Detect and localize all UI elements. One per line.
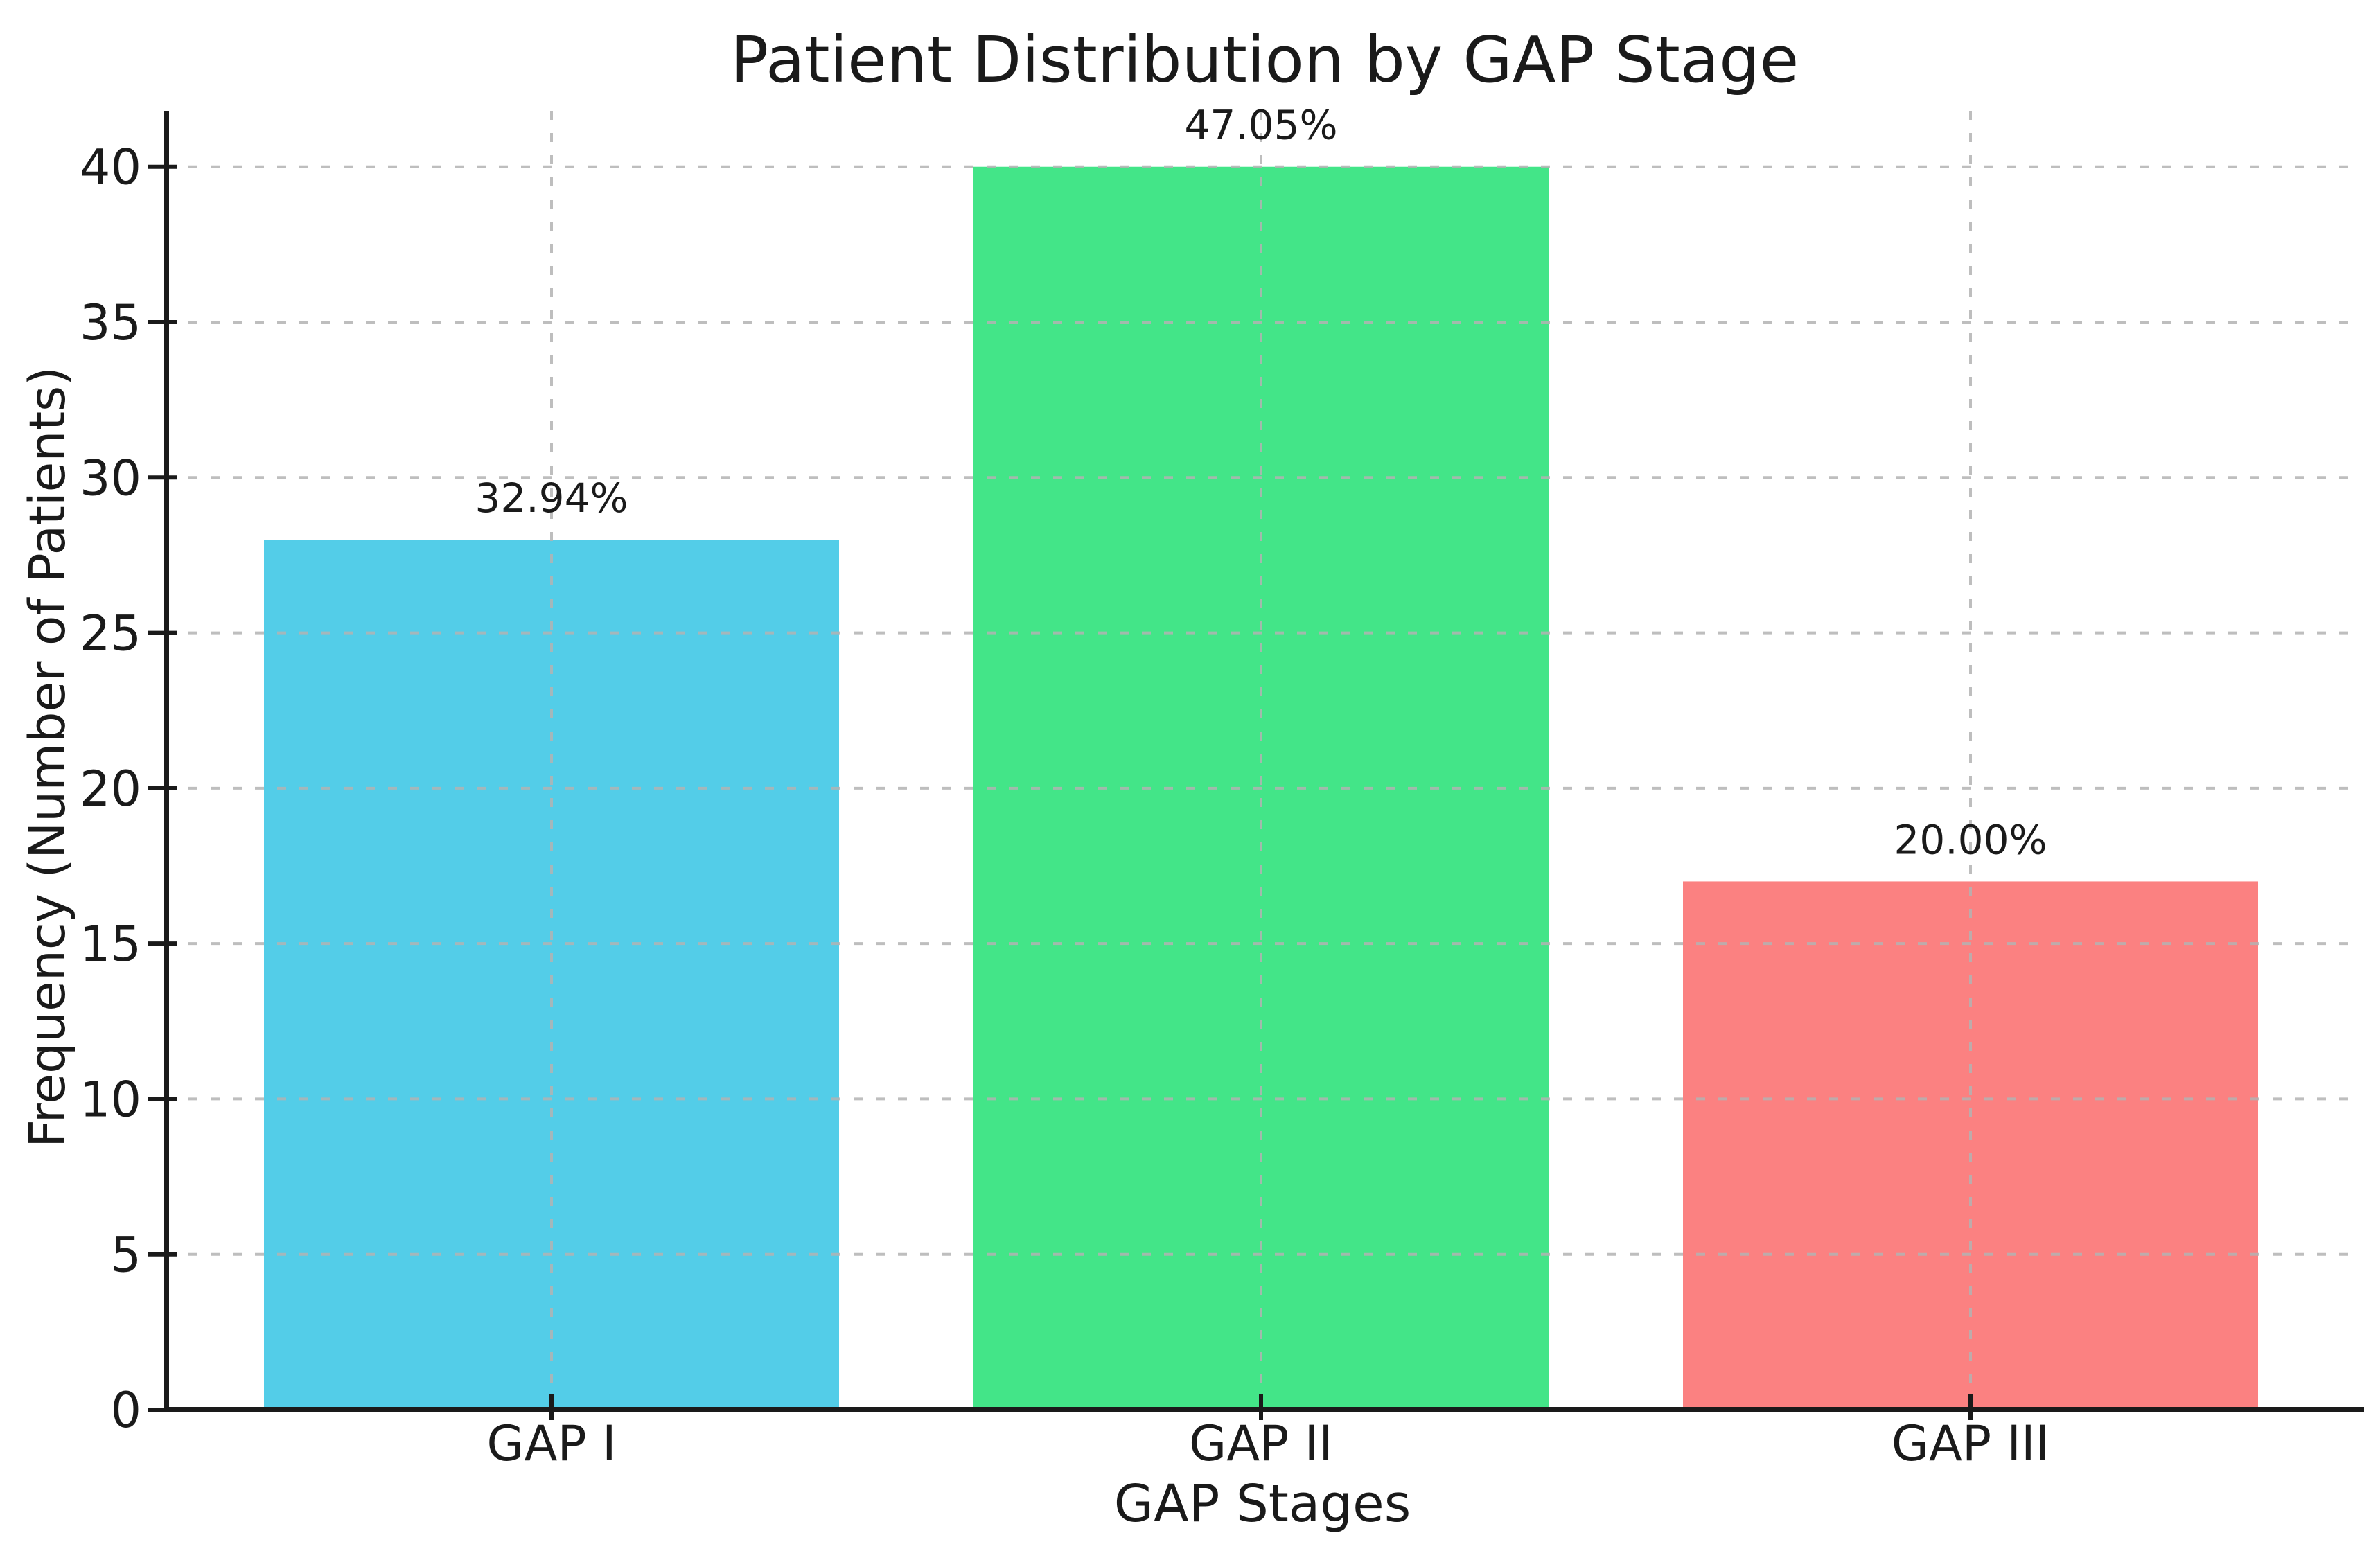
x-tick-label: GAP I <box>486 1415 616 1472</box>
x-axis-label: GAP Stages <box>1114 1474 1411 1534</box>
bar-value-label: 20.00% <box>1894 816 2047 863</box>
y-tick-label: 10 <box>80 1071 141 1128</box>
gridlines-layer <box>166 111 2356 1407</box>
tick-labels-layer: 0 5 10 15 20 25 30 35 40 GAP I GAP II GAP III <box>80 139 2050 1472</box>
tick-marks-layer <box>148 164 1973 1420</box>
y-tick-label: 15 <box>80 916 141 973</box>
y-tick-label: 20 <box>80 761 141 817</box>
x-tick-label: GAP III <box>1892 1415 2050 1472</box>
x-tick-label: GAP II <box>1189 1415 1333 1472</box>
y-tick-label: 40 <box>80 139 141 196</box>
y-axis-label: Frequency (Number of Patients) <box>19 366 76 1148</box>
bar-value-labels-layer: 32.94% 47.05% 20.00% <box>475 102 2047 864</box>
y-tick-label: 0 <box>110 1382 141 1439</box>
bar-value-label: 32.94% <box>475 475 628 522</box>
bar <box>1683 881 2258 1410</box>
axes-spines-layer <box>164 111 2364 1412</box>
y-tick-label: 30 <box>80 450 141 506</box>
y-tick-label: 5 <box>110 1227 141 1284</box>
chart-title: Patient Distribution by GAP Stage <box>730 23 1799 97</box>
y-tick-label: 25 <box>80 605 141 662</box>
y-tick-label: 35 <box>80 294 141 351</box>
bar-value-label: 47.05% <box>1184 102 1337 149</box>
